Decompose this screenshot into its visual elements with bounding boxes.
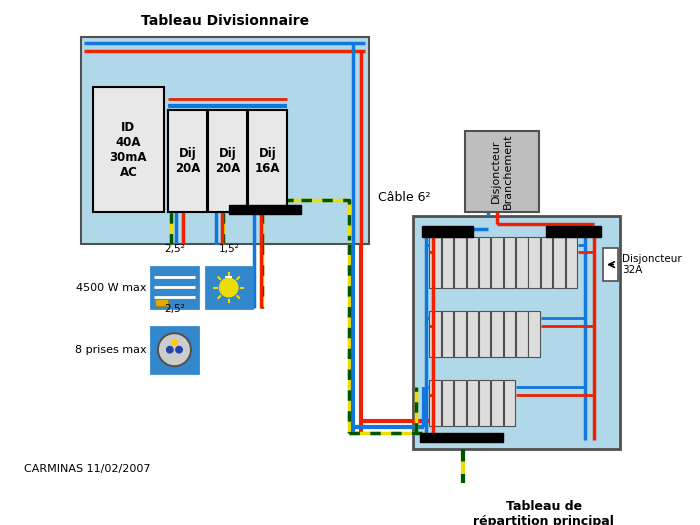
Bar: [466, 237, 478, 288]
Circle shape: [220, 278, 238, 297]
Bar: [553, 237, 565, 288]
Bar: [528, 311, 540, 357]
Bar: [528, 237, 540, 288]
Bar: [479, 237, 491, 288]
Text: CARMINAS 11/02/2007: CARMINAS 11/02/2007: [24, 464, 150, 474]
Bar: [454, 311, 466, 357]
Bar: [206, 267, 252, 308]
Bar: [479, 311, 491, 357]
Circle shape: [158, 333, 191, 366]
Circle shape: [176, 346, 182, 353]
Text: Tableau Divisionnaire: Tableau Divisionnaire: [141, 14, 309, 28]
Bar: [603, 248, 618, 281]
Bar: [92, 88, 164, 212]
Bar: [491, 380, 503, 426]
Bar: [442, 380, 453, 426]
Bar: [442, 237, 453, 288]
Bar: [422, 226, 472, 236]
Bar: [420, 433, 503, 442]
Bar: [429, 380, 441, 426]
Bar: [454, 380, 466, 426]
Bar: [541, 237, 552, 288]
Bar: [429, 311, 441, 357]
Bar: [155, 299, 168, 306]
Text: Dij
20A: Dij 20A: [174, 147, 200, 175]
Bar: [504, 237, 515, 288]
Bar: [150, 267, 198, 308]
Text: 4500 W max: 4500 W max: [76, 282, 147, 292]
Bar: [546, 226, 601, 236]
Bar: [566, 237, 577, 288]
Bar: [491, 237, 503, 288]
Text: Disjoncteur
Branchement: Disjoncteur Branchement: [491, 133, 513, 209]
Bar: [516, 311, 528, 357]
Bar: [150, 327, 198, 373]
Text: 8 prises max: 8 prises max: [75, 345, 147, 355]
Bar: [429, 237, 441, 288]
Text: Tableau de
répartition principal: Tableau de répartition principal: [473, 500, 615, 525]
Bar: [229, 205, 300, 214]
Bar: [80, 37, 369, 244]
Bar: [168, 110, 206, 212]
Bar: [466, 131, 539, 212]
Text: Câble 6²: Câble 6²: [378, 191, 430, 204]
Bar: [491, 311, 503, 357]
Bar: [504, 380, 515, 426]
Bar: [442, 311, 453, 357]
Bar: [466, 311, 478, 357]
Bar: [454, 237, 466, 288]
Bar: [209, 110, 247, 212]
Bar: [413, 216, 620, 449]
Bar: [516, 237, 528, 288]
Circle shape: [172, 340, 177, 345]
Text: Dij
16A: Dij 16A: [255, 147, 280, 175]
Bar: [248, 110, 287, 212]
Circle shape: [167, 346, 173, 353]
Text: 2,5²: 2,5²: [164, 304, 185, 314]
Text: 1,5²: 1,5²: [218, 244, 239, 254]
Bar: [479, 380, 491, 426]
Bar: [466, 380, 478, 426]
Text: Disjoncteur
32A: Disjoncteur 32A: [622, 254, 681, 276]
Bar: [504, 311, 515, 357]
Text: ID
40A
30mA
AC: ID 40A 30mA AC: [110, 121, 147, 178]
Text: Dij
20A: Dij 20A: [215, 147, 241, 175]
Text: 2,5²: 2,5²: [164, 244, 185, 254]
